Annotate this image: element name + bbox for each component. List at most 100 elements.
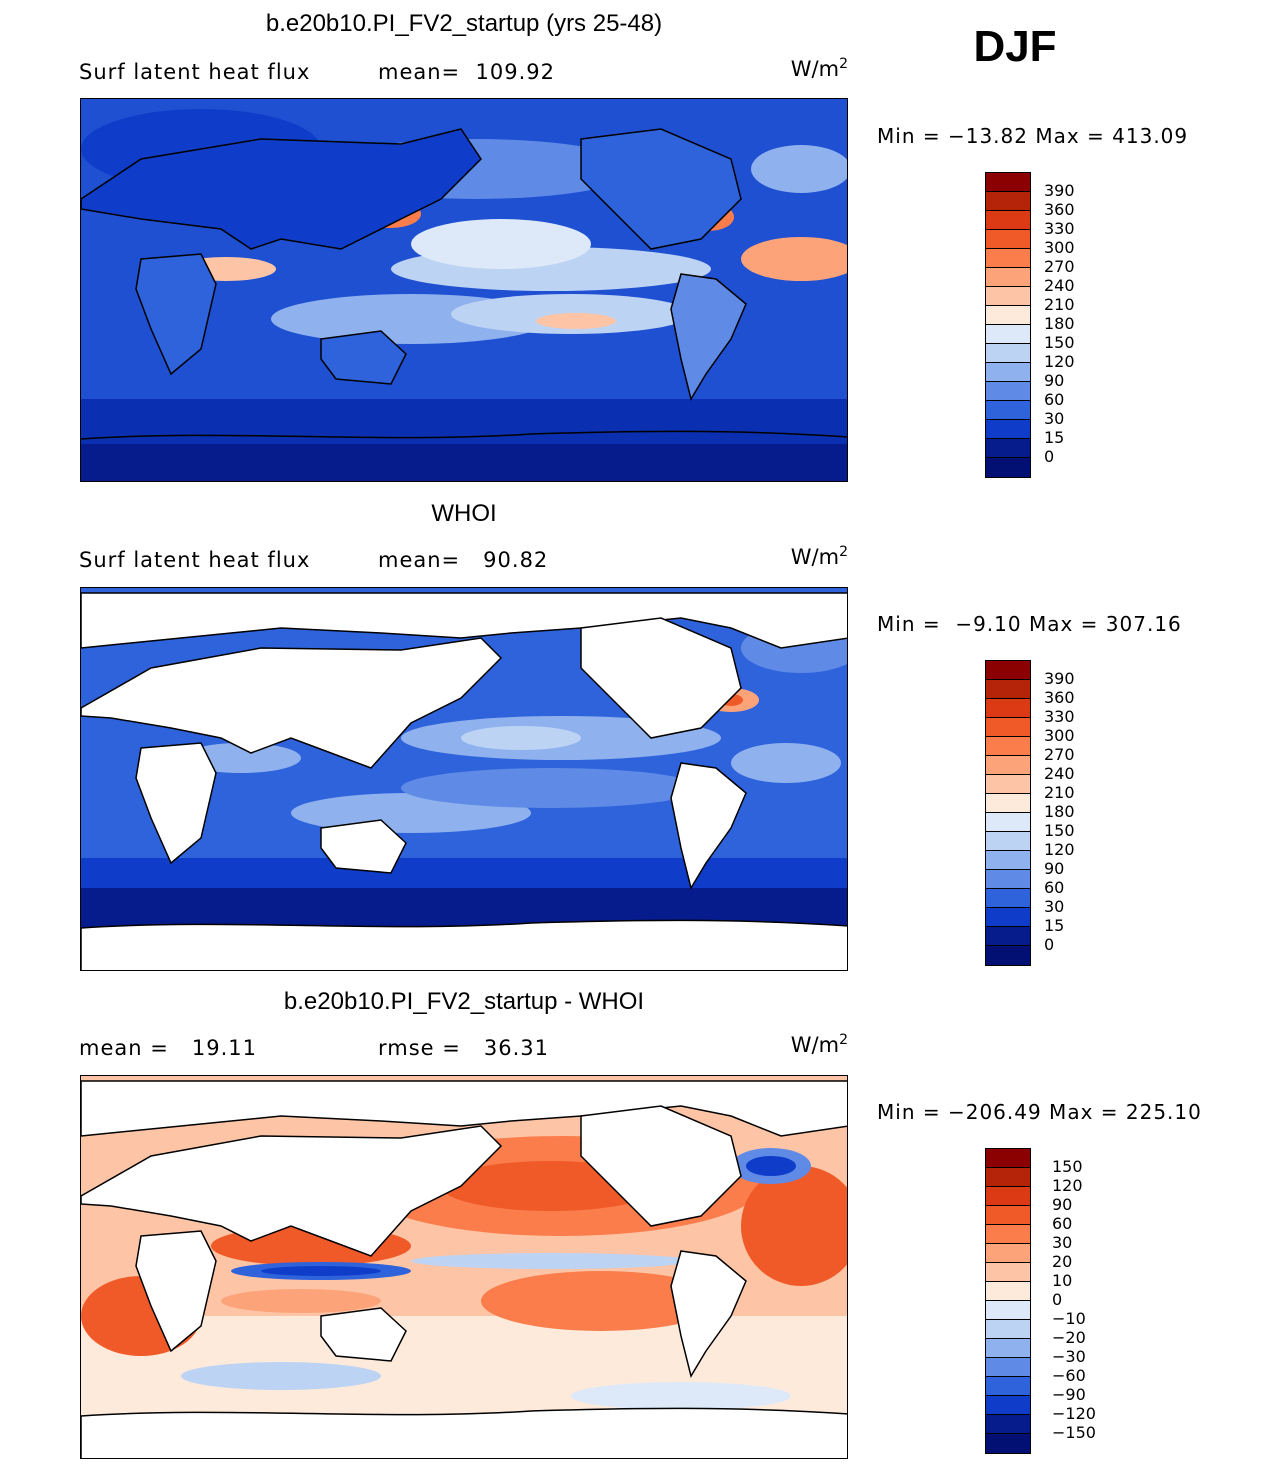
panel2-title: WHOI bbox=[431, 500, 497, 527]
colorbar-box bbox=[986, 699, 1030, 718]
colorbar-box bbox=[986, 946, 1030, 965]
colorbar-label: 210 bbox=[1044, 295, 1075, 314]
colorbar-box bbox=[986, 1225, 1030, 1244]
colorbar-box bbox=[986, 439, 1030, 458]
colorbar-box bbox=[986, 1187, 1030, 1206]
colorbar-label: 20 bbox=[1052, 1252, 1073, 1271]
panel3-mean-label: mean = 19.11 bbox=[79, 1036, 257, 1060]
colorbar-box bbox=[986, 1168, 1030, 1187]
colorbar-label: −20 bbox=[1052, 1328, 1086, 1347]
colorbar-label: −150 bbox=[1052, 1423, 1096, 1442]
colorbar-label: 270 bbox=[1044, 257, 1075, 276]
colorbar-box bbox=[986, 173, 1030, 192]
colorbar-box bbox=[986, 908, 1030, 927]
panel2-colorbar bbox=[985, 660, 1031, 966]
colorbar-label: 270 bbox=[1044, 745, 1075, 764]
colorbar-box bbox=[986, 211, 1030, 230]
colorbar-box bbox=[986, 1434, 1030, 1453]
colorbar-box bbox=[986, 794, 1030, 813]
colorbar-box bbox=[986, 870, 1030, 889]
panel2-units: W/m2 bbox=[790, 544, 848, 569]
colorbar-label: 90 bbox=[1044, 371, 1065, 390]
panel2-mean-label: mean= 90.82 bbox=[378, 548, 549, 572]
colorbar-box bbox=[986, 1396, 1030, 1415]
colorbar-label: 15 bbox=[1044, 916, 1065, 935]
colorbar-label: 120 bbox=[1044, 352, 1075, 371]
colorbar-box bbox=[986, 287, 1030, 306]
colorbar-box bbox=[986, 249, 1030, 268]
colorbar-label: 30 bbox=[1044, 409, 1065, 428]
colorbar-box bbox=[986, 382, 1030, 401]
colorbar-box bbox=[986, 306, 1030, 325]
colorbar-box bbox=[986, 1282, 1030, 1301]
colorbar-label: 240 bbox=[1044, 764, 1075, 783]
colorbar-box bbox=[986, 813, 1030, 832]
colorbar-label: 120 bbox=[1044, 840, 1075, 859]
colorbar-label: 0 bbox=[1044, 935, 1055, 954]
colorbar-box bbox=[986, 1377, 1030, 1396]
colorbar-label: 390 bbox=[1044, 181, 1075, 200]
colorbar-label: 150 bbox=[1044, 333, 1075, 352]
colorbar-label: 150 bbox=[1052, 1157, 1083, 1176]
colorbar-box bbox=[986, 927, 1030, 946]
colorbar-label: 300 bbox=[1044, 726, 1075, 745]
colorbar-label: −60 bbox=[1052, 1366, 1086, 1385]
colorbar-box bbox=[986, 268, 1030, 287]
colorbar-box bbox=[986, 192, 1030, 211]
colorbar-label: 60 bbox=[1044, 878, 1065, 897]
colorbar-label: 330 bbox=[1044, 219, 1075, 238]
colorbar-label: 30 bbox=[1052, 1233, 1073, 1252]
colorbar-label: 120 bbox=[1052, 1176, 1083, 1195]
panel3-minmax: Min = −206.49 Max = 225.10 bbox=[877, 1100, 1202, 1124]
colorbar-box bbox=[986, 1301, 1030, 1320]
colorbar-label: 360 bbox=[1044, 688, 1075, 707]
colorbar-label: 30 bbox=[1044, 897, 1065, 916]
colorbar-box bbox=[986, 230, 1030, 249]
colorbar-label: 210 bbox=[1044, 783, 1075, 802]
colorbar-label: −90 bbox=[1052, 1385, 1086, 1404]
colorbar-label: 10 bbox=[1052, 1271, 1073, 1290]
panel1-mean-label: mean= 109.92 bbox=[378, 60, 555, 84]
colorbar-label: 90 bbox=[1052, 1195, 1073, 1214]
colorbar-box bbox=[986, 325, 1030, 344]
panel1-title: b.e20b10.PI_FV2_startup (yrs 25-48) bbox=[265, 10, 663, 37]
colorbar-box bbox=[986, 1339, 1030, 1358]
panel1-colorbar bbox=[985, 172, 1031, 478]
panel3-title: b.e20b10.PI_FV2_startup - WHOI bbox=[283, 988, 645, 1015]
panel1-variable-label: Surf latent heat flux bbox=[79, 60, 311, 84]
panel3-rmse-label: rmse = 36.31 bbox=[378, 1036, 549, 1060]
colorbar-label: 330 bbox=[1044, 707, 1075, 726]
colorbar-box bbox=[986, 1415, 1030, 1434]
panel3-colorbar bbox=[985, 1148, 1031, 1454]
colorbar-box bbox=[986, 1206, 1030, 1225]
colorbar-label: 390 bbox=[1044, 669, 1075, 688]
colorbar-box bbox=[986, 756, 1030, 775]
panel3-map-svg bbox=[81, 1076, 847, 1458]
colorbar-box bbox=[986, 851, 1030, 870]
colorbar-label: 0 bbox=[1044, 447, 1055, 466]
colorbar-box bbox=[986, 737, 1030, 756]
colorbar-label: −10 bbox=[1052, 1309, 1086, 1328]
colorbar-label: 90 bbox=[1044, 859, 1065, 878]
colorbar-box bbox=[986, 718, 1030, 737]
colorbar-box bbox=[986, 1320, 1030, 1339]
colorbar-label: 180 bbox=[1044, 314, 1075, 333]
colorbar-label: 300 bbox=[1044, 238, 1075, 257]
colorbar-label: 60 bbox=[1044, 390, 1065, 409]
colorbar-label: 15 bbox=[1044, 428, 1065, 447]
colorbar-box bbox=[986, 1263, 1030, 1282]
colorbar-box bbox=[986, 680, 1030, 699]
panel2-map bbox=[80, 587, 848, 971]
colorbar-box bbox=[986, 661, 1030, 680]
colorbar-box bbox=[986, 420, 1030, 439]
colorbar-box bbox=[986, 401, 1030, 420]
panel1-map-svg bbox=[81, 99, 847, 481]
season-label: DJF bbox=[973, 22, 1057, 71]
colorbar-box bbox=[986, 458, 1030, 477]
colorbar-box bbox=[986, 363, 1030, 382]
colorbar-label: 360 bbox=[1044, 200, 1075, 219]
panel2-map-svg bbox=[81, 588, 847, 970]
colorbar-box bbox=[986, 1244, 1030, 1263]
colorbar-label: −30 bbox=[1052, 1347, 1086, 1366]
panel2-minmax: Min = −9.10 Max = 307.16 bbox=[877, 612, 1182, 636]
